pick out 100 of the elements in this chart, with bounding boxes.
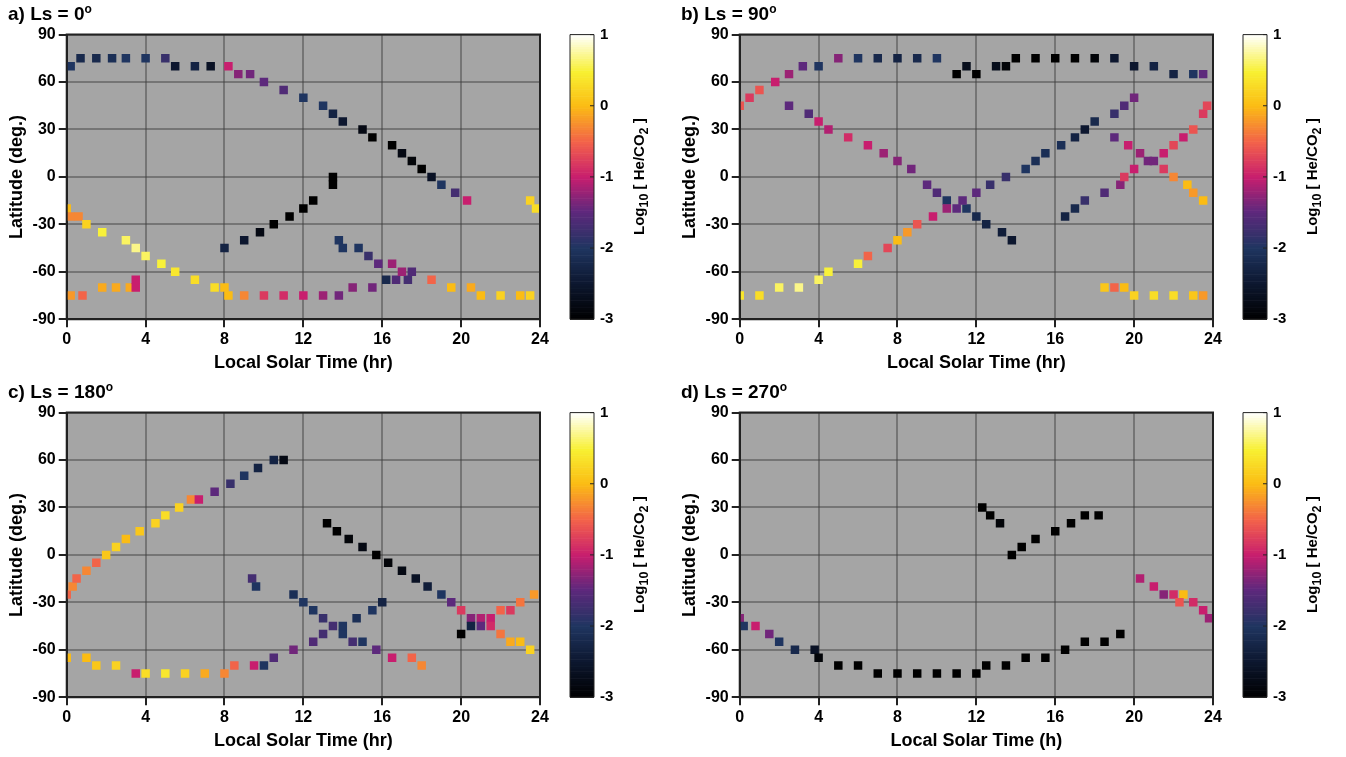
color-bar-label: -2 [1273, 616, 1287, 634]
point [814, 653, 823, 662]
x-tick-label: 16 [1046, 330, 1065, 348]
color-bar-label: 0 [600, 95, 609, 113]
y-tick-label: -60 [32, 262, 56, 280]
y-tick-label: -60 [705, 640, 729, 658]
x-tick-label: 20 [452, 330, 471, 348]
point [1149, 582, 1159, 591]
point [765, 629, 774, 639]
point [1116, 629, 1125, 639]
x-tick-label: 20 [452, 708, 471, 726]
x-tick-label: 16 [373, 330, 392, 348]
y-tick-label: 90 [710, 25, 729, 43]
x-tick-label: 0 [735, 330, 745, 348]
y-tick-label: 0 [719, 167, 729, 185]
point [834, 661, 843, 670]
color-bar-label: -1 [1273, 545, 1287, 563]
color-bar-label: -1 [600, 545, 614, 563]
point [972, 669, 981, 678]
y-tick-label: -30 [705, 592, 729, 610]
y-tick-label: 30 [710, 497, 729, 515]
x-tick-label: 16 [373, 708, 392, 726]
point [1080, 511, 1090, 520]
point [985, 511, 995, 520]
color-bar-label: 1 [600, 402, 609, 420]
color-bar-label: 1 [600, 24, 609, 42]
x-tick-label: 8 [220, 708, 230, 726]
x-tick-label: 4 [814, 708, 824, 726]
x-tick-label: 20 [1125, 330, 1144, 348]
point [1031, 534, 1040, 544]
x-tick-label: 8 [893, 708, 903, 726]
color-bar-label: -2 [600, 238, 614, 256]
y-tick-label: 90 [37, 403, 56, 421]
point [978, 503, 987, 512]
y-axis-title: Latitude (deg.) [5, 492, 26, 617]
point [751, 621, 760, 631]
x-tick-label: 4 [141, 330, 151, 348]
color-bar-label: 1 [1273, 402, 1282, 420]
point [995, 519, 1005, 528]
y-tick-label: 90 [710, 403, 729, 421]
point [1066, 519, 1076, 528]
point [893, 669, 902, 678]
y-axis-title: Latitude (deg.) [678, 492, 699, 617]
x-axis-title: Local Solar Time (h) [890, 730, 1063, 751]
point [853, 661, 863, 670]
y-tick-label: 60 [37, 72, 56, 90]
y-axis-title: Latitude (deg.) [5, 114, 26, 239]
x-tick-label: 16 [1046, 708, 1065, 726]
y-tick-label: 30 [710, 119, 729, 137]
x-tick-label: 8 [893, 330, 903, 348]
point [1159, 590, 1168, 599]
y-tick-label: 0 [719, 545, 729, 563]
color-bar-label: 0 [1273, 95, 1282, 113]
x-tick-label: 24 [531, 708, 549, 726]
color-bar-label: 0 [1273, 473, 1282, 491]
y-tick-label: 90 [37, 25, 56, 43]
y-tick-label: -30 [32, 592, 56, 610]
point [1169, 590, 1178, 599]
chart-title: d) Ls = 270$^{o}$ [681, 380, 788, 404]
color-bar-label: -1 [600, 167, 614, 185]
color-bar-label: -3 [1273, 687, 1287, 705]
point [1094, 511, 1103, 520]
x-tick-label: 24 [1204, 708, 1222, 726]
point [1041, 653, 1050, 662]
point [1175, 598, 1184, 607]
point [912, 669, 922, 678]
x-axis-title: Local Solar Time (hr) [214, 352, 393, 373]
y-tick-label: -60 [32, 640, 56, 658]
point [1100, 637, 1109, 647]
y-tick-label: -30 [32, 214, 56, 232]
x-tick-label: 4 [814, 330, 824, 348]
point [1017, 542, 1026, 552]
x-tick-label: 12 [294, 330, 313, 348]
point [1135, 574, 1145, 583]
y-tick-label: 30 [37, 497, 56, 515]
x-axis-title: Local Solar Time (hr) [214, 730, 393, 751]
y-tick-label: 60 [37, 450, 56, 468]
x-tick-label: 12 [967, 708, 986, 726]
x-axis-title: Local Solar Time (hr) [887, 352, 1066, 373]
chart-title: c) Ls = 180$^{o}$ [8, 380, 114, 404]
color-bar-label: -3 [600, 687, 614, 705]
y-tick-label: 60 [710, 72, 729, 90]
x-tick-label: 24 [531, 330, 549, 348]
chart-title: a) Ls = 0$^{o}$ [8, 2, 92, 26]
x-tick-label: 20 [1125, 708, 1144, 726]
color-bar-label: 1 [1273, 24, 1282, 42]
y-tick-label: -90 [32, 309, 56, 327]
x-tick-label: 0 [735, 708, 745, 726]
y-axis-title: Latitude (deg.) [678, 114, 699, 239]
color-bar-label: -3 [600, 309, 614, 327]
x-tick-label: 8 [220, 330, 230, 348]
point [952, 669, 961, 678]
y-tick-label: -90 [705, 309, 729, 327]
x-tick-label: 24 [1204, 330, 1222, 348]
point [873, 669, 883, 678]
y-tick-label: 30 [37, 119, 56, 137]
y-tick-label: 60 [710, 450, 729, 468]
color-bar-label: 0 [600, 473, 609, 491]
x-tick-label: 4 [141, 708, 151, 726]
y-tick-label: 0 [46, 167, 56, 185]
